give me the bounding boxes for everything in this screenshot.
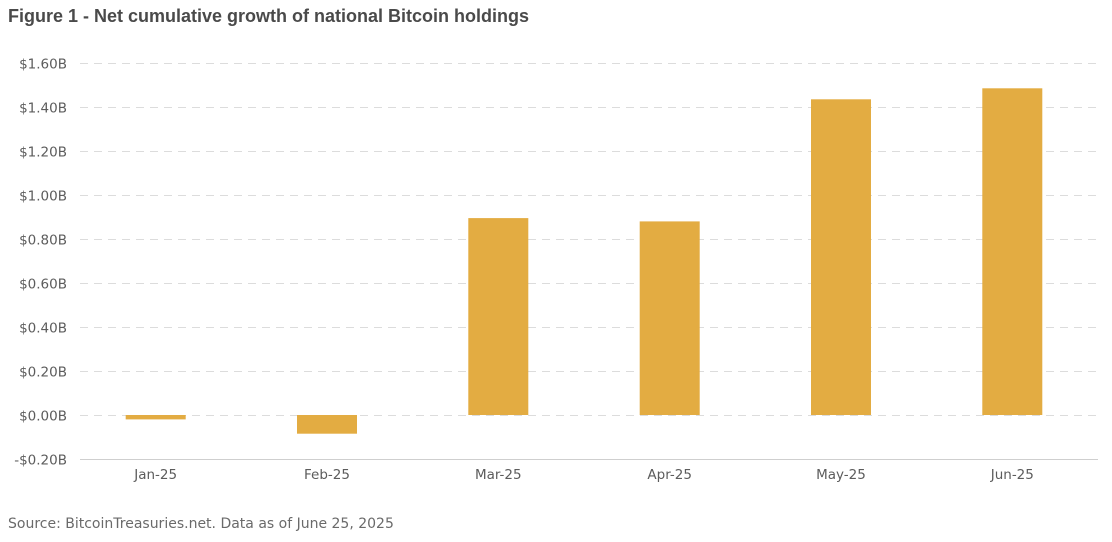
bar-jun-25 — [982, 88, 1043, 416]
bar-mar-25 — [468, 218, 529, 415]
y-tick-label: -$0.20B — [14, 453, 67, 469]
y-tick-label: $0.00B — [19, 409, 67, 425]
y-tick-label: $0.80B — [19, 233, 67, 249]
x-tick-label: Mar-25 — [475, 467, 522, 483]
y-tick-label: $0.60B — [19, 277, 67, 293]
x-tick-label: Jan-25 — [133, 467, 177, 483]
y-tick-label: $1.60B — [19, 57, 67, 73]
x-tick-label: Apr-25 — [647, 467, 692, 483]
bar-feb-25 — [297, 415, 357, 434]
y-tick-label: $1.40B — [19, 101, 67, 117]
y-tick-label: $1.20B — [19, 145, 67, 161]
bar-apr-25 — [639, 221, 700, 415]
bars — [125, 88, 1043, 434]
bar-may-25 — [811, 99, 871, 416]
source-note: Source: BitcoinTreasuries.net. Data as o… — [8, 516, 394, 532]
y-tick-label: $0.40B — [19, 321, 67, 337]
y-tick-label: $0.20B — [19, 365, 67, 381]
x-tick-label: May-25 — [816, 467, 866, 483]
chart-title: Figure 1 - Net cumulative growth of nati… — [8, 6, 530, 26]
y-axis-tick-labels: -$0.20B $0.00B $0.20B $0.40B $0.60B $0.80B $1.… — [14, 57, 67, 469]
x-tick-label: Feb-25 — [304, 467, 350, 483]
bar-jan-25 — [125, 415, 186, 420]
x-tick-label: Jun-25 — [990, 467, 1034, 483]
gridlines — [80, 63, 1098, 416]
x-axis-tick-labels: Jan-25 Feb-25 Mar-25 Apr-25 May-25 Jun-25 — [133, 467, 1034, 483]
y-tick-label: $1.00B — [19, 189, 67, 205]
